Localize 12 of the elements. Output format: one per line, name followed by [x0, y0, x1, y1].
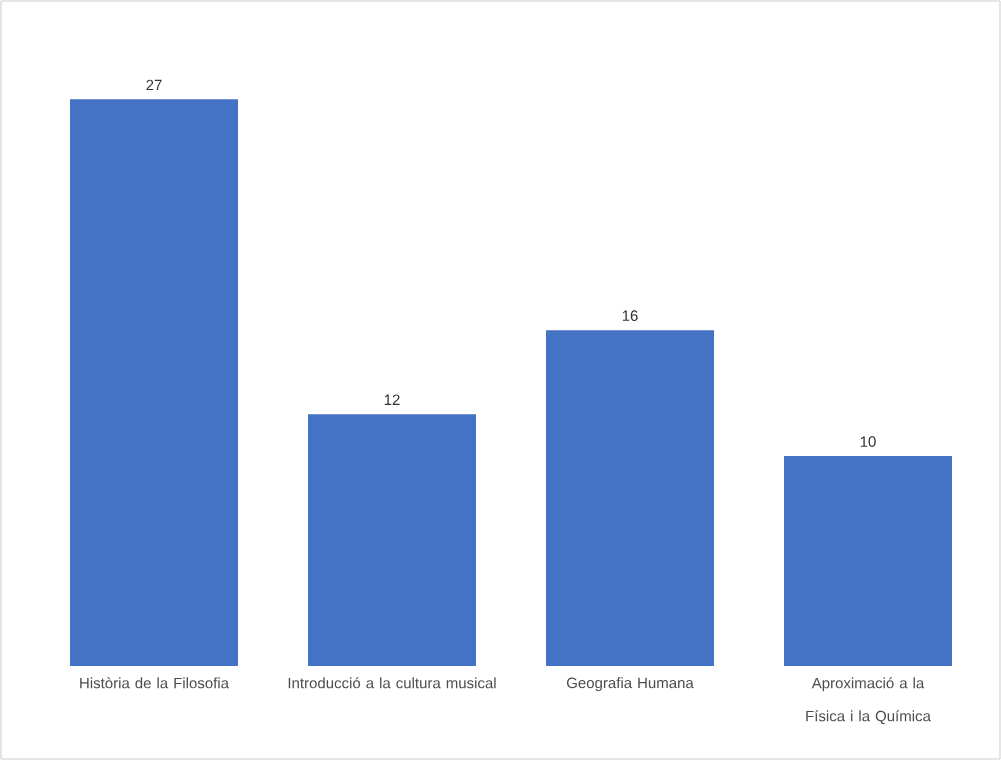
category-label: Aproximació a la Física i la Química [806, 677, 931, 725]
bar [546, 330, 714, 666]
data-label: 12 [384, 394, 400, 405]
bar [308, 414, 477, 666]
x-tick-label: Història de la Filosofia [80, 677, 229, 689]
bar [70, 99, 239, 666]
x-tick-label: Introducció a la cultura musical [288, 677, 496, 689]
x-tick-label: Geografia Humana [566, 677, 694, 692]
data-label: 10 [860, 436, 876, 447]
bar [784, 456, 952, 666]
data-label: 27 [146, 79, 162, 91]
data-label: 16 [622, 310, 638, 321]
